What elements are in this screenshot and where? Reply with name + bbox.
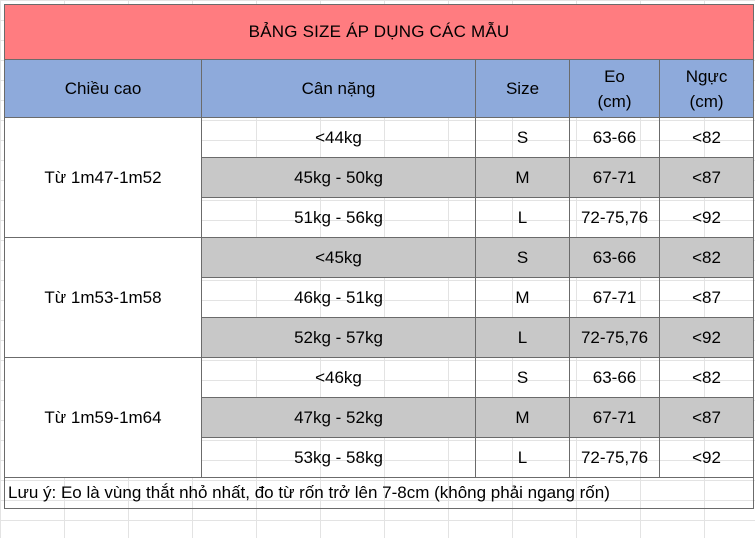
chart-title: BẢNG SIZE ÁP DỤNG CÁC MẪU (3, 4, 755, 60)
weight-cell: 51kg - 56kg (201, 197, 476, 238)
header-waist: Eo (cm) (569, 59, 660, 118)
header-waist-unit: (cm) (597, 91, 632, 111)
header-chest: Ngực (cm) (658, 59, 755, 118)
size-cell: S (475, 117, 570, 158)
chest-cell: <92 (658, 437, 755, 478)
waist-cell: 67-71 (569, 157, 660, 198)
size-cell: S (475, 357, 570, 398)
chest-cell: <82 (658, 117, 755, 158)
waist-cell: 67-71 (569, 277, 660, 318)
size-cell: M (475, 277, 570, 318)
size-cell: L (475, 437, 570, 478)
waist-cell: 67-71 (569, 397, 660, 438)
size-cell: M (475, 397, 570, 438)
header-weight: Cân nặng (201, 59, 476, 118)
header-height: Chiều cao (4, 59, 202, 118)
header-chest-label: Ngực (685, 66, 728, 86)
weight-cell: <46kg (201, 357, 476, 398)
weight-cell: 47kg - 52kg (201, 397, 476, 438)
measurement-note: Lưu ý: Eo là vùng thắt nhỏ nhất, đo từ r… (3, 477, 755, 509)
chest-cell: <87 (658, 157, 755, 198)
chest-cell: <82 (658, 237, 755, 278)
size-chart-table: BẢNG SIZE ÁP DỤNG CÁC MẪU Chiều cao Cân … (3, 4, 755, 509)
waist-cell: 63-66 (569, 357, 660, 398)
height-group-3: Từ 1m59-1m64 (4, 357, 202, 478)
header-chest-unit: (cm) (689, 91, 724, 111)
weight-cell: 52kg - 57kg (201, 317, 476, 358)
waist-cell: 72-75,76 (569, 317, 660, 358)
chest-cell: <82 (658, 357, 755, 398)
waist-cell: 63-66 (569, 117, 660, 158)
weight-cell: 45kg - 50kg (201, 157, 476, 198)
header-size: Size (475, 59, 570, 118)
size-cell: L (475, 197, 570, 238)
chest-cell: <87 (658, 397, 755, 438)
weight-cell: 46kg - 51kg (201, 277, 476, 318)
size-cell: M (475, 157, 570, 198)
chest-cell: <87 (658, 277, 755, 318)
chest-cell: <92 (658, 197, 755, 238)
waist-cell: 72-75,76 (569, 197, 660, 238)
size-cell: S (475, 237, 570, 278)
weight-cell: 53kg - 58kg (201, 437, 476, 478)
height-group-1: Từ 1m47-1m52 (4, 117, 202, 238)
weight-cell: <44kg (201, 117, 476, 158)
chest-cell: <92 (658, 317, 755, 358)
weight-cell: <45kg (201, 237, 476, 278)
size-cell: L (475, 317, 570, 358)
waist-cell: 72-75,76 (569, 437, 660, 478)
waist-cell: 63-66 (569, 237, 660, 278)
height-group-2: Từ 1m53-1m58 (4, 237, 202, 358)
header-waist-label: Eo (604, 66, 625, 86)
